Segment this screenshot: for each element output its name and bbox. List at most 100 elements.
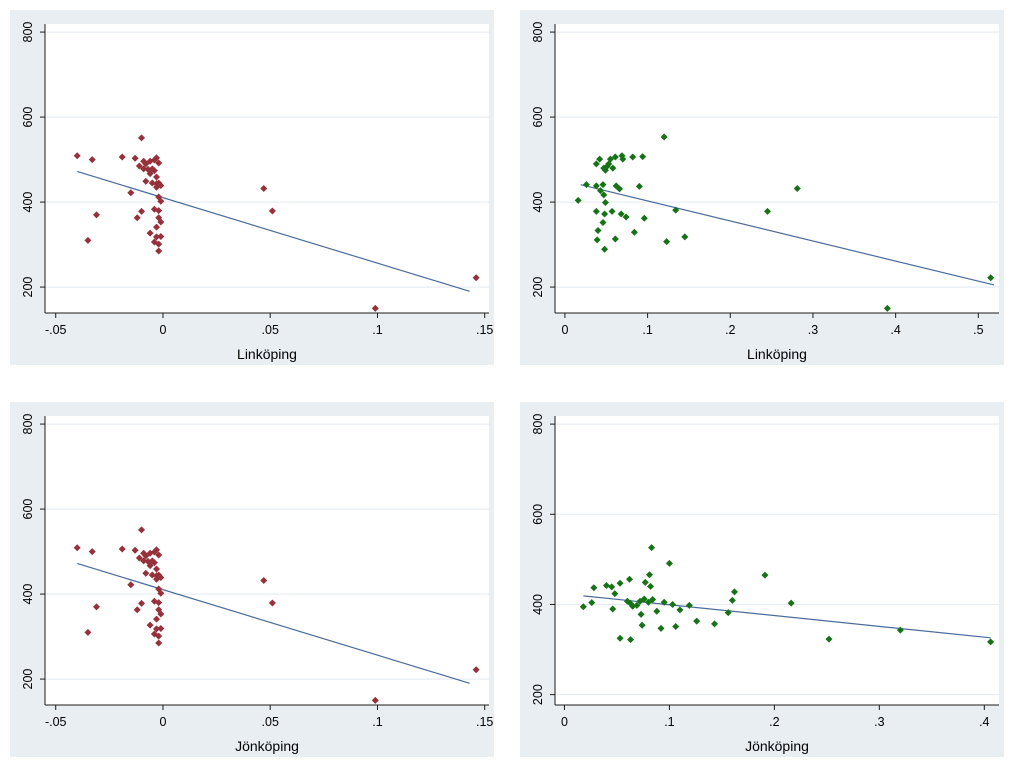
data-point bbox=[153, 546, 161, 554]
y-tick-label: 400 bbox=[21, 192, 35, 213]
fit-line bbox=[76, 170, 470, 292]
x-axis-title: Linköping bbox=[747, 346, 807, 362]
data-point bbox=[371, 696, 379, 704]
data-point bbox=[153, 625, 161, 633]
y-tick-label: 200 bbox=[21, 277, 35, 298]
data-point bbox=[601, 210, 609, 218]
plot-area bbox=[555, 416, 999, 705]
data-point bbox=[637, 610, 645, 618]
x-axis-title: Jönköping bbox=[235, 738, 299, 754]
data-point bbox=[150, 630, 158, 638]
data-point bbox=[606, 155, 614, 163]
data-point bbox=[611, 153, 619, 161]
y-tick-label: 800 bbox=[21, 414, 35, 435]
data-point bbox=[627, 636, 635, 644]
data-point bbox=[724, 609, 732, 617]
data-point bbox=[140, 549, 148, 557]
x-tick-label: .4 bbox=[890, 323, 900, 337]
x-tick-label: .2 bbox=[725, 323, 735, 337]
data-point bbox=[596, 187, 604, 195]
y-tick-label: 800 bbox=[21, 22, 35, 43]
data-point bbox=[140, 557, 148, 565]
data-point bbox=[260, 184, 268, 192]
data-point bbox=[883, 304, 891, 312]
data-point bbox=[138, 599, 146, 607]
fit-line bbox=[580, 184, 995, 286]
data-point bbox=[131, 154, 139, 162]
data-point bbox=[155, 571, 163, 579]
data-point bbox=[611, 235, 619, 243]
data-point bbox=[138, 134, 146, 142]
data-point bbox=[73, 544, 81, 552]
data-point bbox=[644, 598, 652, 606]
data-point bbox=[146, 621, 154, 629]
gridlines bbox=[45, 423, 489, 680]
data-point bbox=[92, 211, 100, 219]
data-point bbox=[730, 588, 738, 596]
data-point bbox=[711, 620, 719, 628]
data-point bbox=[153, 615, 161, 623]
data-point bbox=[268, 207, 276, 215]
x-tick-label: .2 bbox=[769, 715, 779, 729]
data-point bbox=[633, 601, 641, 609]
data-point bbox=[672, 206, 680, 214]
x-tick-label: .3 bbox=[874, 715, 884, 729]
data-point bbox=[131, 546, 139, 554]
data-point bbox=[155, 599, 163, 607]
data-point bbox=[133, 214, 141, 222]
data-point bbox=[665, 559, 673, 567]
data-point bbox=[693, 617, 701, 625]
data-point bbox=[150, 559, 158, 567]
data-point bbox=[155, 159, 163, 167]
plot-svg-bottom-left: -.05 0 .05 .1 .15 200 400 600 800 bbox=[21, 414, 493, 729]
x-tick-label: 0 bbox=[561, 715, 568, 729]
data-point bbox=[88, 548, 96, 556]
data-point bbox=[472, 666, 480, 674]
data-point bbox=[608, 583, 616, 591]
data-point bbox=[142, 569, 150, 577]
data-point bbox=[987, 274, 995, 282]
data-point bbox=[84, 236, 92, 244]
scatter-points bbox=[579, 544, 995, 646]
data-point bbox=[153, 565, 161, 573]
data-point bbox=[150, 167, 158, 175]
data-point bbox=[600, 191, 608, 199]
data-point bbox=[685, 601, 693, 609]
data-point bbox=[617, 210, 625, 218]
data-point bbox=[157, 182, 165, 189]
data-point bbox=[268, 599, 276, 607]
data-point bbox=[676, 606, 684, 614]
data-point bbox=[153, 223, 161, 231]
data-point bbox=[260, 576, 268, 584]
data-point bbox=[639, 153, 647, 161]
y-tick-label: 200 bbox=[531, 684, 545, 705]
data-point bbox=[763, 207, 771, 215]
x-tick-label: .1 bbox=[664, 715, 674, 729]
data-point bbox=[660, 133, 668, 141]
x-tick-label: -.05 bbox=[45, 715, 67, 729]
data-point bbox=[616, 579, 624, 587]
x-tick-label: .1 bbox=[642, 323, 652, 337]
data-point bbox=[73, 152, 81, 160]
data-point bbox=[592, 182, 600, 190]
y-tick-label: 400 bbox=[531, 594, 545, 615]
data-point bbox=[127, 581, 135, 589]
scatter-panel-bottom-left: -.05 0 .05 .1 .15 200 400 600 800 Jönköping bbox=[10, 402, 494, 757]
x-axis-title: Linköping bbox=[237, 346, 297, 362]
data-point bbox=[148, 571, 156, 579]
data-point bbox=[588, 599, 596, 607]
data-point bbox=[135, 554, 143, 562]
data-point bbox=[622, 213, 630, 221]
data-point bbox=[157, 589, 165, 597]
x-tick-label: .4 bbox=[979, 715, 989, 729]
y-tick-label: 800 bbox=[531, 22, 545, 43]
x-tick-label: .15 bbox=[476, 323, 493, 337]
plot-svg-top-left: -.05 0 .05 .1 .15 200 400 600 800 bbox=[21, 22, 493, 337]
data-point bbox=[638, 621, 646, 629]
data-point bbox=[636, 597, 644, 605]
data-point bbox=[602, 582, 610, 590]
data-point bbox=[92, 603, 100, 611]
data-point bbox=[371, 304, 379, 312]
data-point bbox=[146, 562, 154, 570]
data-point bbox=[629, 602, 637, 610]
